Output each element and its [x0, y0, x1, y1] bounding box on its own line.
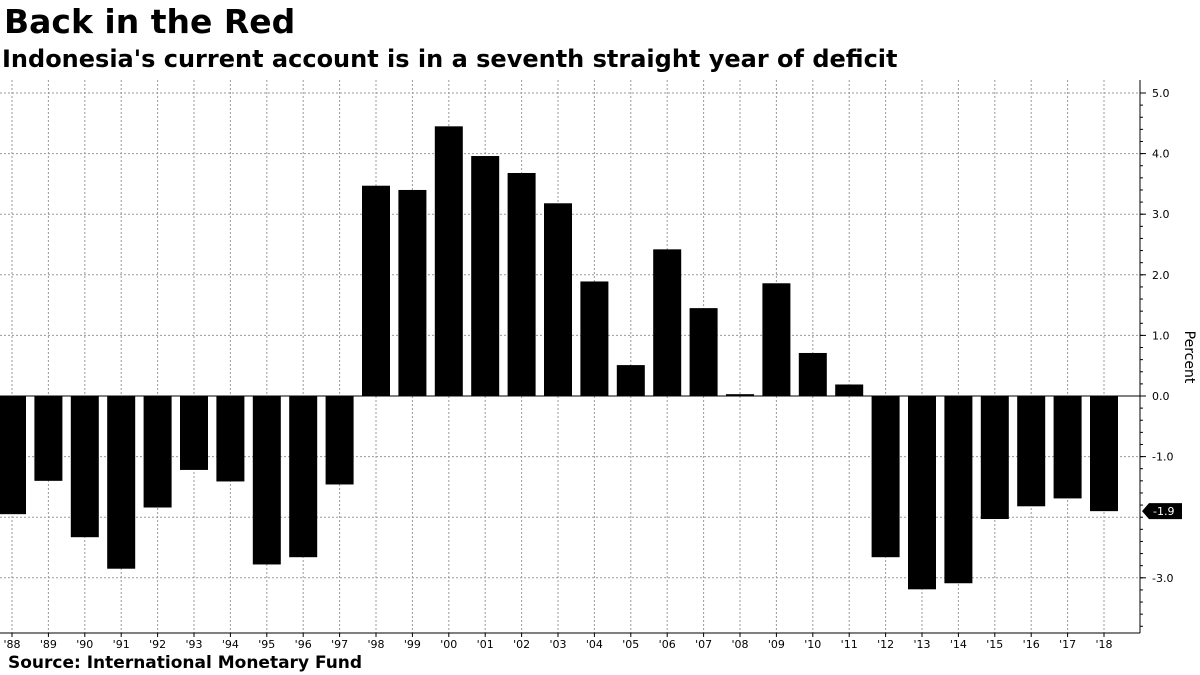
bar — [1053, 396, 1082, 499]
axes — [0, 80, 1146, 637]
bar — [70, 396, 99, 538]
y-tick-label: 2.0 — [1152, 269, 1170, 282]
x-tick-labels: '88 '89 '90 '91 '92 '93 '94 '95 '96 '97 '98 '99 '00 '… — [3, 638, 1112, 651]
y-tick-label: 0.0 — [1152, 390, 1170, 403]
x-tick-label: '00 — [440, 638, 457, 651]
y-axis-title: Percent — [1181, 331, 1197, 384]
bar — [616, 365, 645, 396]
y-tick-label: -3.0 — [1152, 572, 1173, 585]
bar — [653, 249, 682, 396]
bar — [871, 396, 900, 558]
bar — [689, 308, 718, 396]
bar — [835, 384, 864, 396]
y-tick-label: 3.0 — [1152, 208, 1170, 221]
x-tick-label: '14 — [950, 638, 967, 651]
x-tick-label: '08 — [731, 638, 748, 651]
bar — [434, 126, 463, 396]
x-tick-label: '91 — [113, 638, 130, 651]
last-value-badge — [1142, 503, 1182, 520]
x-tick-label: '98 — [367, 638, 384, 651]
x-tick-label: '10 — [804, 638, 821, 651]
y-tick-label: 1.0 — [1152, 329, 1170, 342]
x-tick-label: '13 — [913, 638, 930, 651]
last-value-label: -1.9 — [1142, 503, 1182, 520]
bar — [289, 396, 318, 558]
x-tick-label: '04 — [586, 638, 603, 651]
bars — [0, 126, 1118, 590]
bar — [34, 396, 63, 481]
x-tick-label: '97 — [331, 638, 348, 651]
x-tick-label: '05 — [622, 638, 639, 651]
x-tick-label: '07 — [695, 638, 712, 651]
bar — [507, 172, 536, 396]
chart-subtitle: Indonesia's current account is in a seve… — [2, 45, 898, 73]
bar — [580, 281, 609, 396]
bar — [107, 396, 136, 569]
x-tick-label: '99 — [404, 638, 421, 651]
x-tick-label: '02 — [513, 638, 530, 651]
bar — [325, 396, 354, 485]
bar — [216, 396, 245, 482]
bar — [471, 156, 500, 396]
x-tick-label: '90 — [76, 638, 93, 651]
y-tick-label: 4.0 — [1152, 148, 1170, 161]
bar — [944, 396, 973, 584]
y-tick-label: 5.0 — [1152, 87, 1170, 100]
x-tick-label: '09 — [768, 638, 785, 651]
x-tick-label: '93 — [185, 638, 202, 651]
x-tick-label: '06 — [659, 638, 676, 651]
last-value-text: -1.9 — [1153, 505, 1174, 518]
bar — [362, 185, 390, 396]
bar — [762, 283, 791, 396]
x-tick-label: '16 — [1023, 638, 1040, 651]
bar — [143, 396, 172, 508]
bar — [908, 396, 936, 590]
bar — [1090, 396, 1118, 512]
bar — [0, 396, 26, 515]
bar — [544, 203, 572, 396]
x-tick-label: '95 — [258, 638, 275, 651]
y-tick-label: -1.0 — [1152, 451, 1173, 464]
y-tick-labels: 5.0 4.0 3.0 2.0 1.0 0.0 -1.0 -3.0 — [1152, 87, 1173, 585]
x-tick-label: '89 — [40, 638, 57, 651]
x-tick-label: '94 — [222, 638, 239, 651]
bar — [980, 396, 1009, 520]
x-tick-label: '92 — [149, 638, 166, 651]
x-tick-label: '88 — [3, 638, 20, 651]
chart-title: Back in the Red — [4, 2, 296, 41]
x-tick-label: '96 — [295, 638, 312, 651]
x-tick-label: '12 — [877, 638, 894, 651]
bar — [252, 396, 281, 565]
source-note: Source: International Monetary Fund — [8, 653, 363, 673]
x-tick-label: '03 — [549, 638, 566, 651]
x-tick-label: '15 — [986, 638, 1003, 651]
bar — [180, 396, 208, 470]
x-tick-label: '18 — [1095, 638, 1112, 651]
x-tick-label: '17 — [1059, 638, 1076, 651]
bar — [798, 352, 827, 396]
bar — [1017, 396, 1046, 507]
x-tick-label: '01 — [477, 638, 494, 651]
bar — [726, 394, 754, 396]
x-tick-label: '11 — [841, 638, 858, 651]
bar — [398, 189, 427, 396]
